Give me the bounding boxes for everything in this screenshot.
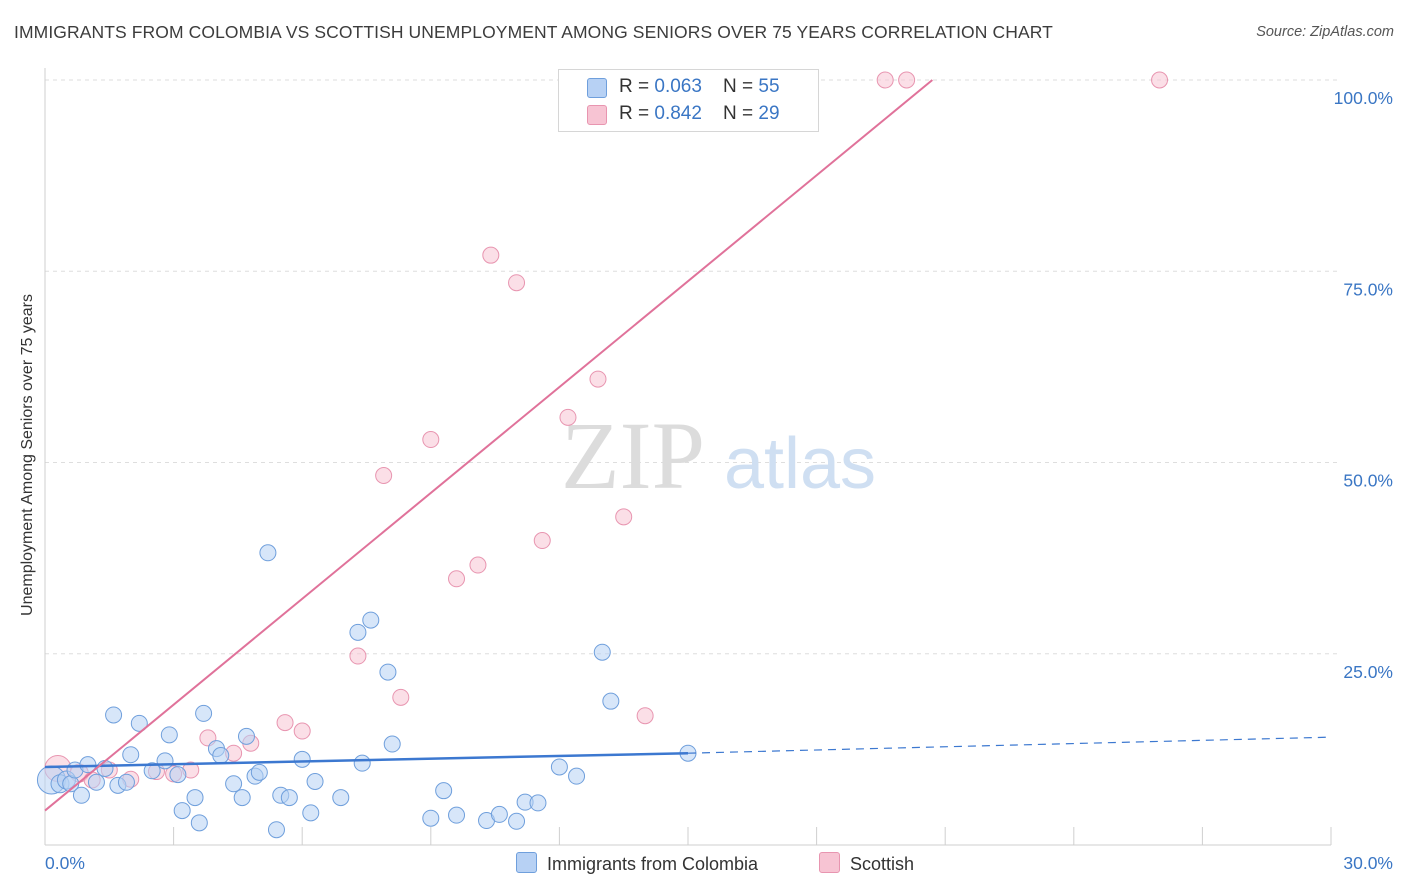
colombia-point — [233, 789, 251, 807]
scottish-point — [533, 532, 551, 550]
scottish-point — [392, 688, 410, 706]
colombia-point — [490, 805, 508, 823]
correlation-legend: R = 0.063 N = 55 R = 0.842 N = 29 — [558, 69, 819, 132]
colombia-point — [259, 544, 277, 562]
r-label: R = — [619, 103, 655, 124]
n-label: N = — [723, 103, 759, 124]
colombia-point — [87, 773, 105, 791]
watermark-atlas: atlas — [724, 424, 876, 504]
colombia-point — [267, 821, 285, 839]
colombia-point — [383, 735, 401, 753]
scottish-point — [589, 370, 607, 388]
colombia-point — [293, 750, 311, 768]
colombia-point — [448, 806, 466, 824]
colombia-point — [212, 746, 230, 764]
colombia-point — [190, 814, 208, 832]
scottish-point — [898, 71, 916, 89]
colombia-point — [593, 643, 611, 661]
scottish-point — [636, 707, 654, 725]
colombia-point — [156, 752, 174, 770]
scottish-swatch — [587, 105, 607, 125]
bottom-legend-colombia[interactable]: Immigrants from Colombia — [516, 852, 758, 875]
scottish-point — [482, 246, 500, 264]
scottish-point — [375, 467, 393, 485]
colombia-legend-swatch — [516, 852, 537, 873]
scottish-point — [349, 647, 367, 665]
colombia-point — [195, 704, 213, 722]
n-label: N = — [723, 76, 759, 97]
colombia-point — [353, 754, 371, 772]
scottish-point — [276, 714, 294, 732]
scottish-trend-line — [44, 79, 933, 812]
colombia-point — [602, 692, 620, 710]
colombia-point — [379, 663, 397, 681]
colombia-point — [306, 773, 324, 791]
y-tick-label: 25.0% — [1343, 662, 1393, 682]
n-value-colombia: 55 — [758, 76, 780, 97]
scottish-legend-swatch — [819, 852, 840, 873]
axes — [44, 68, 1332, 846]
colombia-point — [186, 789, 204, 807]
watermark: ZIP atlas — [561, 402, 876, 509]
scottish-legend-label: Scottish — [850, 854, 915, 874]
colombia-point — [169, 766, 187, 784]
colombia-point — [302, 804, 320, 822]
colombia-point — [568, 767, 586, 785]
scottish-point — [293, 722, 311, 740]
series-colombia-points — [36, 544, 697, 839]
y-tick-label: 75.0% — [1343, 279, 1393, 299]
colombia-point — [550, 758, 568, 776]
colombia-point — [529, 794, 547, 812]
scottish-point — [876, 71, 894, 89]
tick-labels: 25.0% 50.0% 75.0% 100.0% 0.0% 30.0% — [45, 88, 1393, 873]
colombia-point — [362, 611, 380, 629]
colombia-point — [96, 760, 114, 777]
colombia-swatch — [587, 78, 607, 98]
n-value-scottish: 29 — [758, 103, 780, 124]
watermark-zip: ZIP — [561, 402, 705, 509]
y-tick-label: 100.0% — [1334, 88, 1393, 108]
colombia-point — [105, 706, 123, 724]
r-value-scottish: 0.842 — [654, 103, 702, 124]
colombia-point — [122, 746, 140, 764]
scottish-point — [559, 408, 577, 426]
scottish-point — [422, 431, 440, 449]
r-value-colombia: 0.063 — [654, 76, 702, 97]
scottish-point — [469, 556, 487, 574]
colombia-point — [435, 782, 453, 800]
y-tick-label: 50.0% — [1343, 471, 1393, 491]
colombia-legend-label: Immigrants from Colombia — [547, 854, 759, 874]
colombia-point — [225, 775, 243, 793]
bottom-legend-scottish[interactable]: Scottish — [819, 852, 914, 875]
trend-lines — [44, 79, 1332, 812]
gridlines — [45, 79, 1341, 655]
colombia-point — [349, 623, 367, 641]
scottish-point — [1151, 71, 1169, 89]
colombia-point — [508, 812, 526, 830]
colombia-point — [72, 786, 90, 804]
colombia-point — [422, 809, 440, 827]
colombia-trend-line — [44, 751, 689, 769]
colombia-trend-extension — [687, 736, 1332, 754]
scottish-point — [615, 508, 633, 526]
r-label: R = — [619, 76, 655, 97]
colombia-point — [250, 763, 268, 781]
colombia-point — [237, 727, 255, 745]
colombia-point — [173, 802, 191, 820]
x-tick-label-min: 0.0% — [45, 853, 85, 873]
colombia-point — [117, 773, 135, 791]
x-tick-label-max: 30.0% — [1343, 853, 1393, 873]
colombia-point — [332, 789, 350, 807]
colombia-point — [280, 789, 298, 807]
source-credit: Source: ZipAtlas.com — [1256, 24, 1394, 40]
chart-title: IMMIGRANTS FROM COLOMBIA VS SCOTTISH UNE… — [14, 22, 1053, 42]
colombia-point — [160, 726, 178, 744]
scottish-point — [508, 274, 526, 292]
colombia-point — [130, 714, 148, 732]
scottish-point — [448, 570, 466, 588]
colombia-point — [143, 762, 161, 780]
